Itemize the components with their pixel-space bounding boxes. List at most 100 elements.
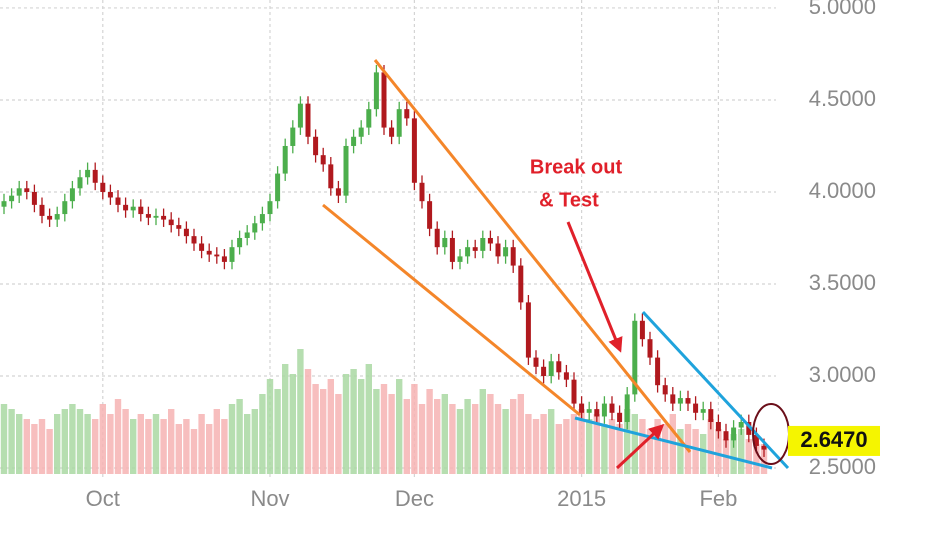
volume-bar <box>259 394 266 474</box>
volume-bar <box>517 394 524 474</box>
volume-bar <box>23 419 30 474</box>
volume-bar <box>631 414 638 474</box>
candle-body <box>214 254 220 257</box>
volume-bar <box>69 404 76 474</box>
candle-body <box>662 385 668 395</box>
trend-line <box>574 416 773 470</box>
volume-bar <box>380 384 388 474</box>
candle-body <box>715 421 721 432</box>
volume-bar <box>61 409 68 474</box>
volume-bar <box>251 409 258 474</box>
volume-bar <box>190 429 198 474</box>
candle-body <box>100 182 106 192</box>
volume-bar <box>168 409 175 474</box>
candle-body <box>267 201 273 215</box>
volume-bar <box>54 414 61 474</box>
volume-bar <box>646 429 654 474</box>
volume-bar <box>434 399 441 474</box>
y-tick-label: 3.5000 <box>809 270 876 295</box>
candle-body <box>381 72 387 128</box>
volume-bar <box>608 419 616 474</box>
candle-body <box>176 225 182 229</box>
candle-body <box>639 320 645 340</box>
volume-bar <box>365 364 372 474</box>
candle-body <box>594 409 600 417</box>
x-tick-label: 2015 <box>557 486 606 511</box>
candle-body <box>723 431 729 441</box>
volume-bar <box>677 429 684 474</box>
trend-line <box>322 203 581 417</box>
candle-body <box>472 247 478 251</box>
candle-body <box>366 109 372 128</box>
volume-bar <box>92 419 99 474</box>
candle-body <box>449 237 455 262</box>
volume-bar <box>274 389 281 474</box>
candle-body <box>518 265 524 303</box>
candle-body <box>77 177 83 189</box>
y-tick-label: 4.5000 <box>809 86 876 111</box>
candle-body <box>9 195 15 202</box>
candle-body <box>320 155 326 165</box>
candle-body <box>541 366 547 376</box>
candle-body <box>731 427 737 441</box>
candle-body <box>411 118 417 183</box>
candle-body <box>525 302 531 358</box>
volume-bar <box>403 399 410 474</box>
volume-bar <box>228 404 236 474</box>
candle-body <box>123 204 129 211</box>
volume-bar <box>342 374 350 474</box>
volume-bar <box>16 414 23 474</box>
annotations: Break out & Test <box>322 59 790 470</box>
candle-body <box>69 188 75 202</box>
candle-body <box>47 215 53 220</box>
y-tick-label: 4.0000 <box>809 178 876 203</box>
candle-body <box>1 201 7 207</box>
volume-bar <box>616 424 623 474</box>
volume-bar <box>563 419 570 474</box>
volume-bar <box>479 389 486 474</box>
candle-body <box>206 250 212 255</box>
candle-body <box>290 127 296 146</box>
volume-bar <box>38 419 46 474</box>
volume-bar <box>532 419 540 474</box>
volume-bar <box>662 424 669 474</box>
candle-body <box>708 409 714 422</box>
volume-bar <box>335 394 342 474</box>
candle-body <box>533 357 539 367</box>
candle-body <box>335 188 341 196</box>
candle-body <box>24 188 30 192</box>
volume-bar <box>304 369 312 474</box>
volume-bar <box>540 414 547 474</box>
x-tick-label: Feb <box>699 486 737 511</box>
volume-bar <box>244 414 251 474</box>
annotation: Break out <box>530 156 623 178</box>
volume-bar <box>312 384 319 474</box>
volume-bar <box>487 394 494 474</box>
candle-body <box>738 421 744 428</box>
volume-bar <box>266 379 274 474</box>
candle-body <box>221 256 227 262</box>
candle-body <box>138 206 144 215</box>
candle-body <box>343 145 349 196</box>
volume-bar <box>122 409 129 474</box>
candle-body <box>389 127 395 137</box>
volume-bar <box>0 404 8 474</box>
volume-bar <box>449 404 456 474</box>
candle-body <box>313 136 319 156</box>
candle-body <box>761 445 767 450</box>
candle-body <box>229 247 235 262</box>
candle-body <box>434 228 440 248</box>
volume-bar <box>654 419 661 474</box>
candle-body <box>632 320 638 395</box>
volume-bar <box>738 429 745 474</box>
candle-body <box>191 236 197 244</box>
candle-body <box>130 206 136 211</box>
volume-bar <box>130 419 137 474</box>
candle-body <box>396 109 402 137</box>
candle-body <box>31 191 37 205</box>
volume-bar <box>472 404 479 474</box>
volume-bar <box>510 399 517 474</box>
candle-body <box>457 256 463 262</box>
volume-bar <box>396 379 403 474</box>
arrow <box>566 221 623 353</box>
